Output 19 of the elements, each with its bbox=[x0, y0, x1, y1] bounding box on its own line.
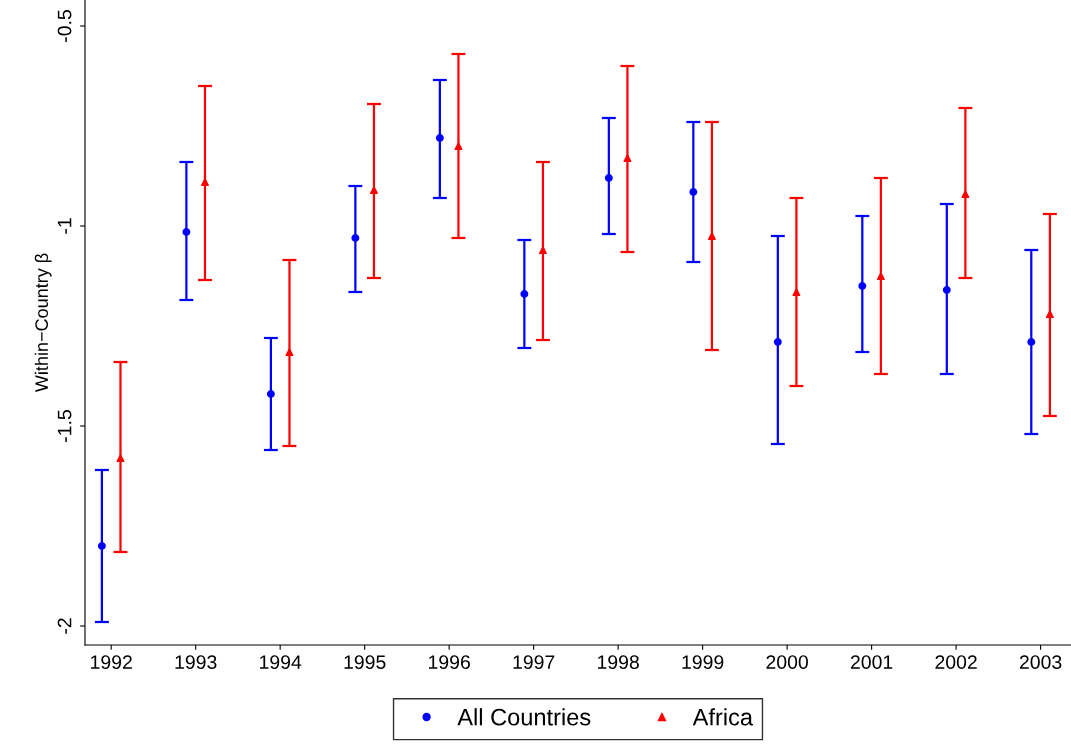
x-tick-label: 1998 bbox=[597, 655, 639, 669]
x-tick-label: 2001 bbox=[850, 655, 893, 669]
y-tick-label: -0.5 bbox=[57, 10, 72, 42]
legend-label: Africa bbox=[692, 708, 754, 726]
y-tick-label: -1 bbox=[57, 218, 72, 234]
x-tick-label: 1997 bbox=[513, 655, 555, 669]
x-tick-label: 1996 bbox=[429, 655, 470, 669]
x-tick-label: 1995 bbox=[344, 655, 386, 669]
y-axis-title: Within−Country β bbox=[34, 253, 52, 393]
y-tick-label: -2 bbox=[57, 618, 72, 634]
x-tick-label: 1999 bbox=[682, 655, 724, 669]
x-tick-label: 2002 bbox=[935, 655, 977, 669]
y-tick-label: -1.5 bbox=[57, 410, 72, 442]
legend-label: All Countries bbox=[457, 708, 591, 726]
x-tick-label: 2003 bbox=[1019, 655, 1062, 669]
x-tick-label: 2000 bbox=[766, 655, 808, 669]
x-tick-label: 1992 bbox=[91, 655, 132, 669]
x-tick-label: 1993 bbox=[175, 655, 217, 669]
x-tick-label: 1994 bbox=[260, 655, 302, 669]
